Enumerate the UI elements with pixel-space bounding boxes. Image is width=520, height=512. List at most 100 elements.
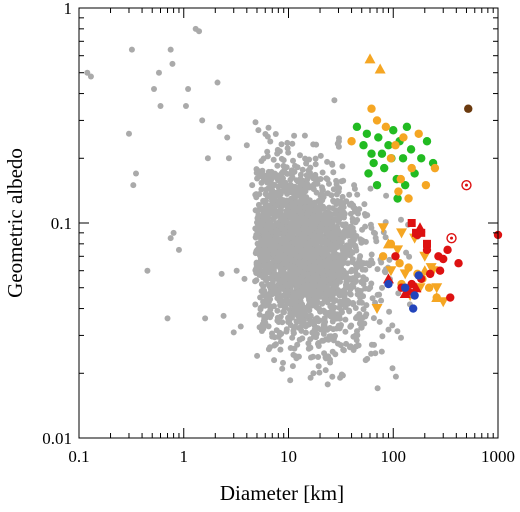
series-point-circle — [446, 293, 455, 302]
background-point — [360, 306, 367, 313]
background-point — [330, 235, 337, 242]
background-point — [340, 346, 347, 353]
series-point-circle — [367, 149, 376, 158]
background-point — [284, 208, 291, 215]
background-point — [335, 138, 342, 145]
background-point — [297, 189, 304, 196]
background-point — [144, 267, 151, 274]
background-point — [317, 224, 324, 230]
background-point — [329, 348, 336, 355]
background-point — [362, 313, 369, 320]
background-point — [290, 327, 297, 334]
background-point — [331, 217, 338, 223]
background-point — [352, 305, 359, 311]
background-point — [338, 322, 344, 328]
background-point — [302, 329, 309, 336]
background-point — [264, 148, 271, 155]
background-point — [277, 246, 284, 253]
background-point — [299, 335, 306, 342]
series-point-square — [417, 228, 426, 237]
background-point — [275, 222, 282, 229]
background-point — [312, 174, 319, 181]
series-point-triangle-up — [410, 282, 422, 293]
background-point — [303, 184, 309, 191]
background-point — [337, 342, 344, 349]
background-point — [287, 377, 294, 384]
series-point-circle — [374, 133, 383, 142]
background-point — [368, 341, 375, 348]
background-point — [301, 258, 308, 265]
series-point-circle — [454, 259, 463, 268]
background-point — [259, 217, 266, 224]
background-point — [318, 205, 325, 212]
background-point — [345, 300, 352, 307]
background-point — [326, 204, 333, 211]
background-point — [392, 373, 399, 380]
background-point — [313, 334, 319, 341]
background-point — [233, 267, 240, 274]
background-point — [305, 292, 312, 299]
series-point-circle — [369, 158, 378, 168]
background-point — [307, 173, 314, 179]
background-point — [264, 133, 271, 140]
background-point — [169, 60, 176, 67]
background-point — [318, 278, 325, 285]
background-point — [330, 337, 337, 344]
background-point — [175, 246, 182, 253]
background-point — [307, 275, 314, 282]
series-point-circle — [407, 279, 416, 289]
series-point-ring-center — [464, 183, 468, 187]
background-point — [290, 157, 296, 164]
background-point — [272, 341, 279, 348]
background-point — [328, 294, 335, 301]
background-point — [306, 209, 313, 216]
background-point — [284, 139, 291, 146]
background-point — [128, 46, 135, 53]
background-point — [256, 191, 263, 198]
background-point — [357, 288, 364, 294]
background-point — [298, 274, 304, 281]
series-point-triangle-down — [396, 228, 408, 239]
background-point — [326, 276, 333, 283]
background-point — [344, 246, 351, 253]
background-point — [267, 225, 274, 232]
background-point — [320, 330, 327, 337]
series-point-square — [407, 219, 416, 227]
background-point — [284, 145, 291, 152]
background-point — [326, 180, 332, 187]
background-point — [291, 247, 298, 254]
background-point — [357, 317, 364, 324]
background-point — [383, 192, 390, 199]
background-point — [313, 189, 320, 196]
background-point — [360, 274, 367, 281]
background-point — [378, 348, 385, 355]
background-point — [313, 246, 320, 252]
background-point — [288, 257, 295, 264]
x-tick-label: 0.1 — [68, 447, 89, 466]
background-point — [237, 323, 244, 330]
background-point — [312, 217, 319, 224]
background-point — [331, 254, 338, 261]
background-point — [278, 216, 285, 223]
background-point — [324, 230, 331, 237]
background-point — [317, 152, 324, 159]
background-point — [290, 200, 297, 207]
background-point — [289, 314, 295, 321]
background-point — [260, 289, 267, 296]
background-point — [254, 352, 261, 359]
background-point — [373, 238, 380, 245]
series-point-circle — [400, 180, 410, 190]
background-point — [314, 299, 321, 306]
x-axis-ticks: 0.1 1 10 100 1000 — [68, 8, 515, 466]
background-point — [264, 202, 271, 209]
background-point — [357, 259, 364, 266]
background-point — [292, 353, 299, 360]
background-point — [314, 325, 321, 332]
background-point — [356, 206, 363, 213]
series-point-triangle-up — [382, 238, 394, 249]
background-point — [303, 229, 310, 236]
background-point — [262, 264, 269, 270]
background-point — [218, 270, 225, 277]
series-point-circle — [425, 269, 435, 279]
background-point — [288, 297, 295, 303]
